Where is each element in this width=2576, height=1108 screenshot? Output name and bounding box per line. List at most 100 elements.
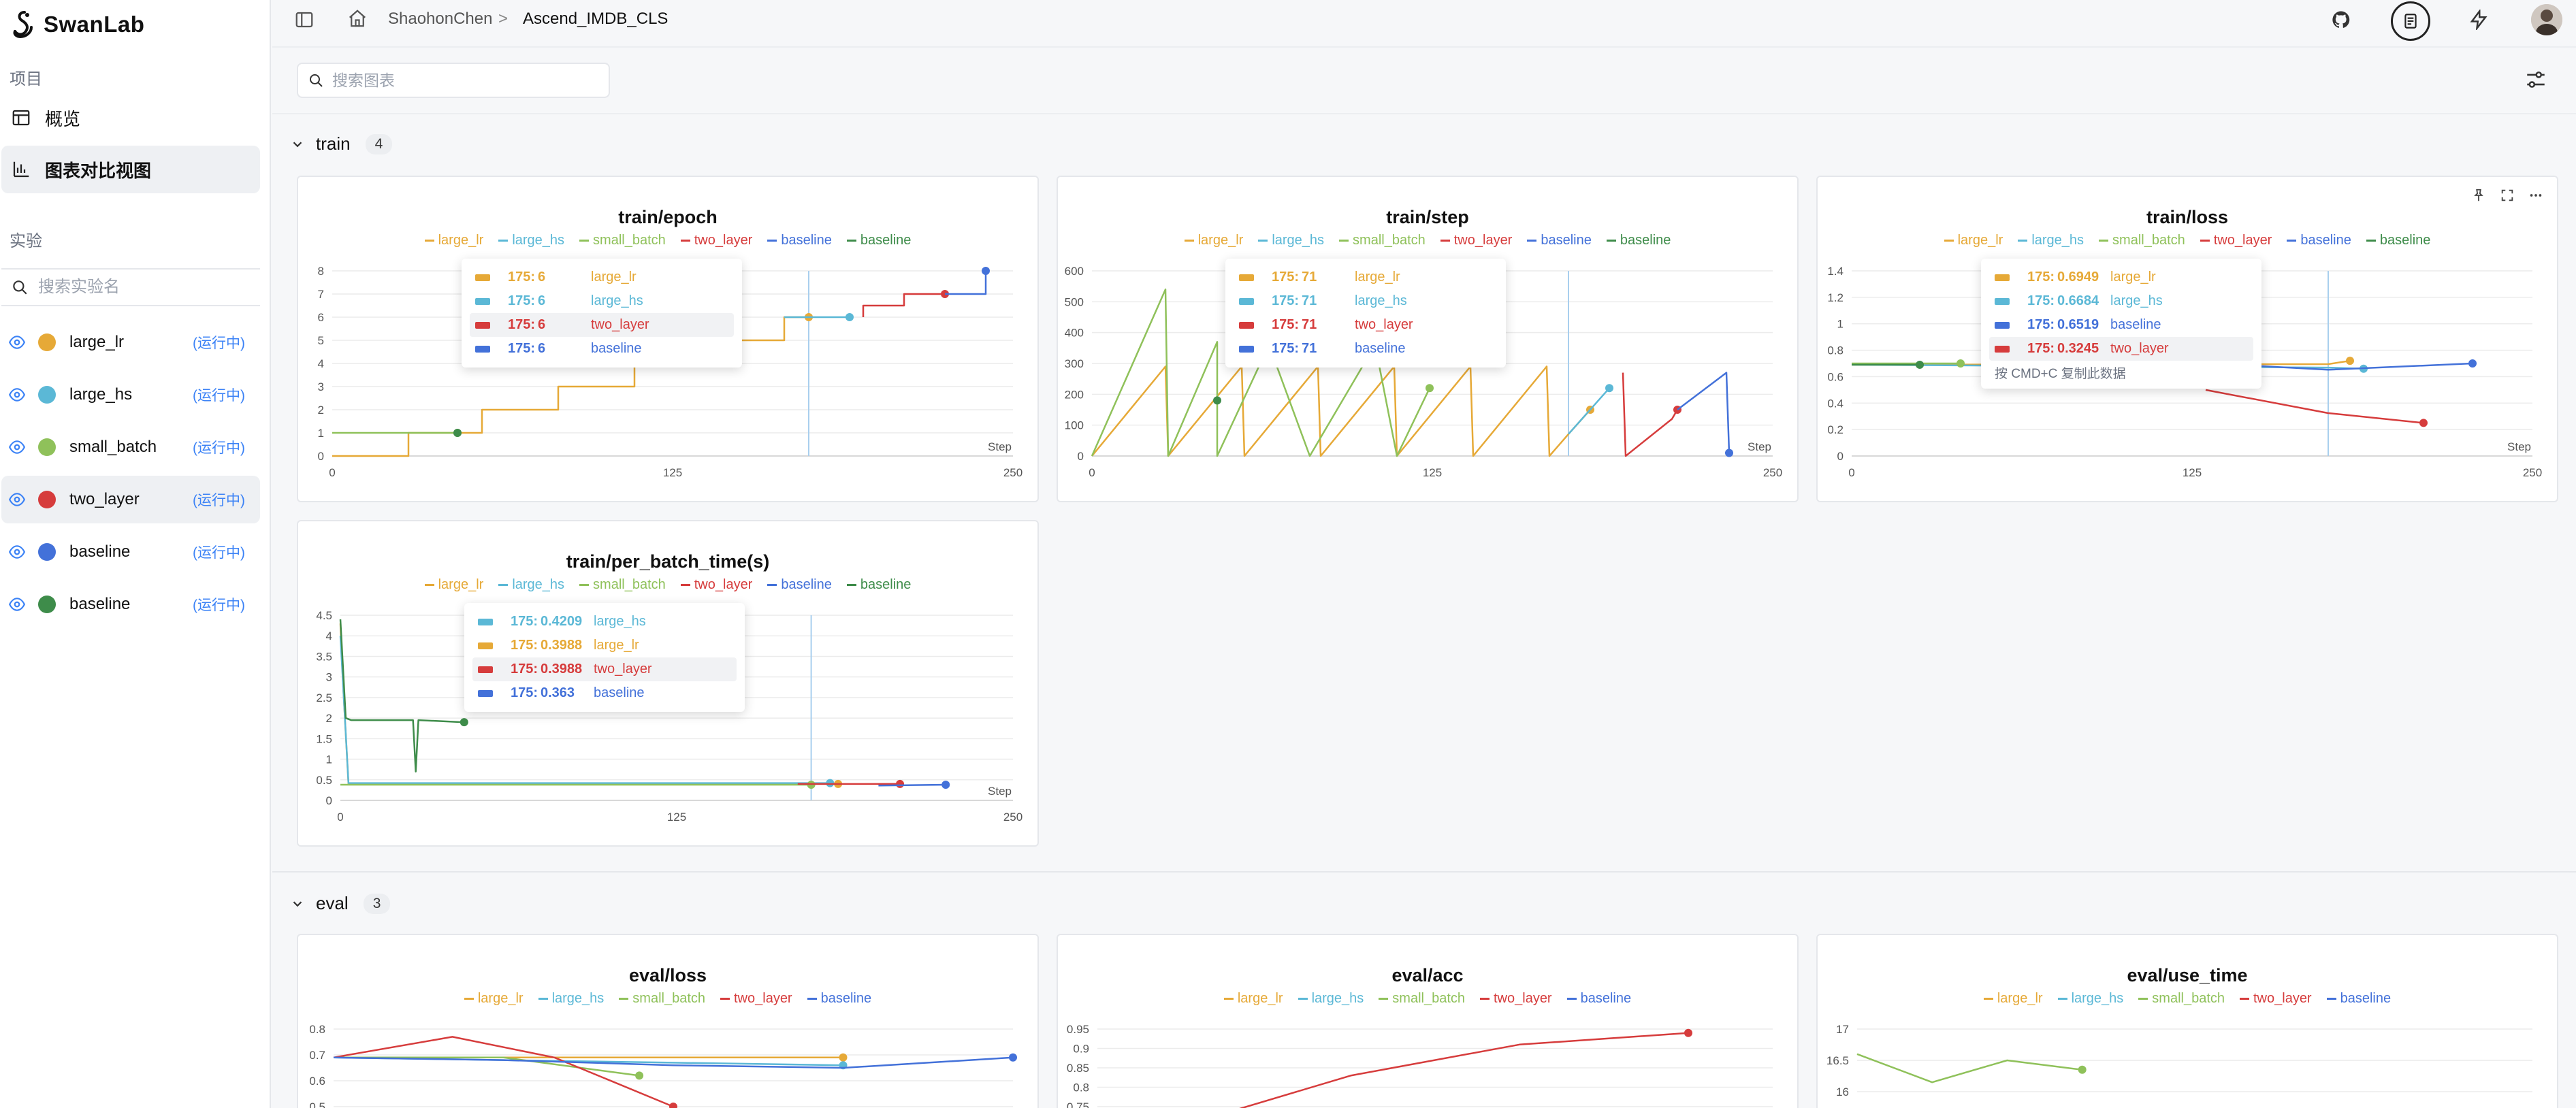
- legend-item[interactable]: two_layer: [720, 991, 792, 1007]
- legend-item[interactable]: large_lr: [464, 991, 524, 1007]
- sidebar-toggle-icon[interactable]: [294, 10, 315, 30]
- chart-card-eval_time[interactable]: 17 16.5 16 eval/use_time large_lr large_hs sma…: [1816, 934, 2558, 1108]
- legend-item[interactable]: large_lr: [424, 577, 483, 593]
- legend-item[interactable]: large_hs: [1258, 233, 1324, 248]
- lightning-icon[interactable]: [2468, 10, 2489, 30]
- series-end-point[interactable]: [1605, 384, 1613, 393]
- legend-item[interactable]: large_lr: [1944, 233, 2003, 248]
- series-end-point[interactable]: [460, 718, 468, 727]
- experiment-item[interactable]: large_lr (运行中): [1, 319, 260, 366]
- series-line-baseline[interactable]: [1677, 372, 1730, 453]
- series-end-point[interactable]: [635, 1071, 644, 1080]
- legend-item[interactable]: large_lr: [1184, 233, 1243, 248]
- series-end-point[interactable]: [846, 313, 854, 321]
- fullscreen-icon[interactable]: [2500, 188, 2515, 203]
- github-icon[interactable]: [2331, 10, 2351, 30]
- logo[interactable]: SwanLab: [10, 10, 144, 39]
- legend-item[interactable]: baseline: [846, 233, 911, 248]
- legend-item[interactable]: baseline: [807, 991, 871, 1007]
- legend-item[interactable]: small_batch: [1379, 991, 1465, 1007]
- legend-item[interactable]: small_batch: [1339, 233, 1426, 248]
- series-line-two_layer[interactable]: [2205, 389, 2424, 424]
- legend-item[interactable]: small_batch: [2138, 991, 2225, 1007]
- nav-chart-compare[interactable]: 图表对比视图: [1, 146, 260, 193]
- nav-overview[interactable]: 概览: [1, 94, 260, 142]
- series-end-point[interactable]: [453, 429, 462, 437]
- breadcrumb-user[interactable]: ShaohonChen: [388, 10, 493, 28]
- eye-icon[interactable]: [8, 543, 26, 561]
- home-icon[interactable]: [347, 8, 368, 29]
- series-end-point[interactable]: [826, 779, 835, 787]
- chart-search-input[interactable]: [332, 71, 591, 90]
- experiment-item[interactable]: baseline (运行中): [1, 581, 260, 628]
- series-end-point[interactable]: [1725, 449, 1733, 457]
- series-line-baseline[interactable]: [333, 1056, 1014, 1069]
- series-end-point[interactable]: [2346, 357, 2354, 365]
- experiment-item[interactable]: baseline (运行中): [1, 528, 260, 576]
- legend-item[interactable]: large_hs: [1298, 991, 1364, 1007]
- series-end-point[interactable]: [2078, 1065, 2087, 1074]
- group-header-eval[interactable]: eval 3: [290, 893, 391, 914]
- legend-item[interactable]: baseline: [2326, 991, 2391, 1007]
- chart-card-loss[interactable]: 0 0.2 0.4 0.6 0.8 1 1.2 1.4 0 125 250 Step train/los…: [1816, 176, 2558, 502]
- series-line-baseline[interactable]: [945, 271, 987, 295]
- legend-item[interactable]: two_layer: [680, 577, 752, 593]
- experiment-color-dot[interactable]: [38, 333, 56, 351]
- series-line-two_layer[interactable]: [1622, 372, 1679, 457]
- legend-item[interactable]: baseline: [1566, 991, 1631, 1007]
- series-end-point[interactable]: [941, 781, 950, 789]
- series-end-point[interactable]: [2419, 419, 2428, 427]
- experiment-search-input[interactable]: [38, 278, 256, 297]
- experiment-color-dot[interactable]: [38, 386, 56, 404]
- experiment-item[interactable]: small_batch (运行中): [1, 423, 260, 471]
- pin-icon[interactable]: [2471, 188, 2486, 203]
- experiment-color-dot[interactable]: [38, 596, 56, 613]
- series-end-point[interactable]: [1684, 1028, 1692, 1037]
- chart-card-epoch[interactable]: 0 1 2 3 4 5 6 7 8 0 125 250 Step train/epoch large_lr l…: [297, 176, 1039, 502]
- legend-item[interactable]: baseline: [2287, 233, 2351, 248]
- legend-item[interactable]: large_hs: [498, 233, 564, 248]
- experiment-item[interactable]: large_hs (运行中): [1, 371, 260, 419]
- group-header-train[interactable]: train 4: [290, 133, 393, 154]
- legend-item[interactable]: large_lr: [424, 233, 483, 248]
- series-end-point[interactable]: [1213, 396, 1221, 405]
- eye-icon[interactable]: [8, 438, 26, 456]
- chart-card-pbt[interactable]: 0 0.5 1 1.5 2 2.5 3 3.5 4 4.5 0 125 250 Step train/per…: [297, 520, 1039, 847]
- series-line-two_layer[interactable]: [862, 293, 945, 317]
- experiment-color-dot[interactable]: [38, 438, 56, 456]
- chart-plot[interactable]: 17 16.5 16: [1818, 935, 2558, 1108]
- legend-item[interactable]: two_layer: [1480, 991, 1552, 1007]
- series-line-baseline[interactable]: [2259, 362, 2473, 371]
- legend-item[interactable]: large_hs: [538, 991, 604, 1007]
- chart-card-eval_loss[interactable]: 0.8 0.7 0.6 0.5 eval/loss large_lr large_hs sma…: [297, 934, 1039, 1108]
- legend-item[interactable]: baseline: [1527, 233, 1592, 248]
- legend-item[interactable]: large_lr: [1223, 991, 1283, 1007]
- series-end-point[interactable]: [2468, 359, 2477, 368]
- experiment-color-dot[interactable]: [38, 543, 56, 561]
- eye-icon[interactable]: [8, 491, 26, 508]
- chart-card-step[interactable]: 0 100 200 300 400 500 600 0 125 250 Step train/step…: [1057, 176, 1799, 502]
- legend-item[interactable]: large_hs: [498, 577, 564, 593]
- chart-plot[interactable]: 0.8 0.7 0.6 0.5: [298, 935, 1039, 1108]
- series-line-baseline[interactable]: [339, 619, 464, 772]
- docs-button[interactable]: [2391, 1, 2430, 41]
- series-end-point[interactable]: [1957, 359, 1965, 368]
- legend-item[interactable]: two_layer: [2240, 991, 2312, 1007]
- legend-item[interactable]: large_hs: [2018, 233, 2084, 248]
- legend-item[interactable]: small_batch: [579, 577, 666, 593]
- eye-icon[interactable]: [8, 386, 26, 404]
- more-icon[interactable]: [2528, 188, 2543, 203]
- legend-item[interactable]: two_layer: [1440, 233, 1512, 248]
- series-end-point[interactable]: [1009, 1053, 1017, 1062]
- series-line-large_hs[interactable]: [1568, 387, 1610, 435]
- series-line-small_batch[interactable]: [334, 1056, 640, 1077]
- series-end-point[interactable]: [1426, 384, 1434, 393]
- legend-item[interactable]: large_lr: [1983, 991, 2043, 1007]
- series-end-point[interactable]: [669, 1103, 677, 1108]
- eye-icon[interactable]: [8, 333, 26, 351]
- legend-item[interactable]: small_batch: [619, 991, 705, 1007]
- legend-item[interactable]: small_batch: [2099, 233, 2185, 248]
- series-line-two_layer[interactable]: [333, 1036, 674, 1108]
- eye-icon[interactable]: [8, 596, 26, 613]
- series-line-small_batch[interactable]: [1091, 288, 1431, 457]
